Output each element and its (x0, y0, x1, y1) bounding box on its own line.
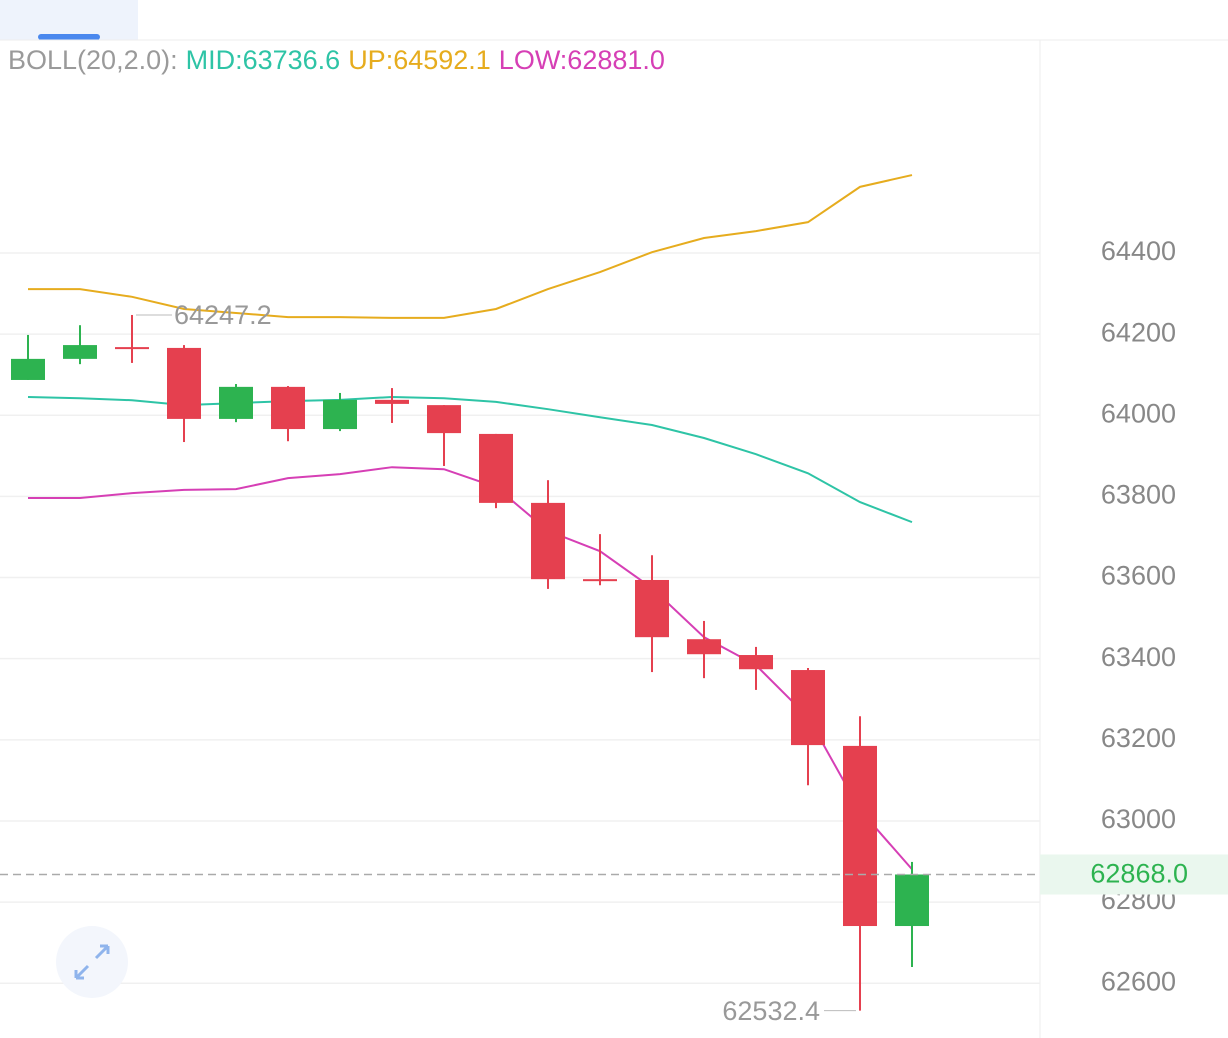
expand-bg (56, 926, 128, 998)
candle-body (271, 386, 305, 430)
expand-button[interactable] (56, 926, 128, 998)
y-tick-label: 63200 (1101, 723, 1176, 753)
last-price-label: 62868.0 (1090, 859, 1188, 889)
band-line (28, 466, 913, 870)
candle-body (219, 386, 253, 419)
bands (27, 174, 913, 870)
candle-body (791, 670, 825, 746)
high-label: 64247.2 (174, 300, 272, 330)
legend-item: LOW:62881.0 (499, 45, 665, 75)
toolbar-tab[interactable] (0, 0, 138, 40)
candle-body (115, 347, 149, 350)
indicator-name: BOLL(20,2.0): (8, 45, 178, 75)
candle-body (895, 874, 929, 927)
candle-body (739, 655, 773, 670)
last-price-box (1040, 854, 1228, 895)
candles (11, 314, 929, 1011)
candle-body (375, 399, 409, 404)
legend-item: MID:63736.6 (186, 45, 341, 75)
legend-item: UP:64592.1 (348, 45, 491, 75)
candle-body (843, 745, 877, 927)
low-label: 62532.4 (722, 996, 820, 1026)
y-tick-label: 63000 (1101, 804, 1176, 834)
legend: BOLL(20,2.0): MID:63736.6 UP:64592.1 LOW:62… (8, 45, 665, 75)
candle-body (323, 399, 357, 430)
candle-body (635, 579, 669, 638)
candle-body (531, 502, 565, 580)
candle-body (583, 579, 617, 582)
expand-icon (74, 944, 110, 980)
candle-body (479, 433, 513, 503)
grid (0, 252, 1040, 984)
y-tick-label: 63400 (1101, 642, 1176, 672)
y-tick-label: 63600 (1101, 561, 1176, 591)
y-tick-label: 63800 (1101, 480, 1176, 510)
candle-body (427, 405, 461, 434)
tab-indicator (38, 34, 100, 40)
candle-body (63, 345, 97, 359)
y-tick-label: 62600 (1101, 966, 1176, 996)
band-line (28, 174, 913, 319)
y-tick-label: 64000 (1101, 398, 1176, 428)
candle-body (167, 347, 201, 419)
toolbar (0, 0, 1228, 40)
candle-body (687, 639, 721, 655)
y-tick-label: 64400 (1101, 236, 1176, 266)
y-tick-label: 64200 (1101, 317, 1176, 347)
labels: 6260062800630006320063400636006380064000… (0, 236, 1228, 1026)
candle-body (11, 358, 45, 380)
